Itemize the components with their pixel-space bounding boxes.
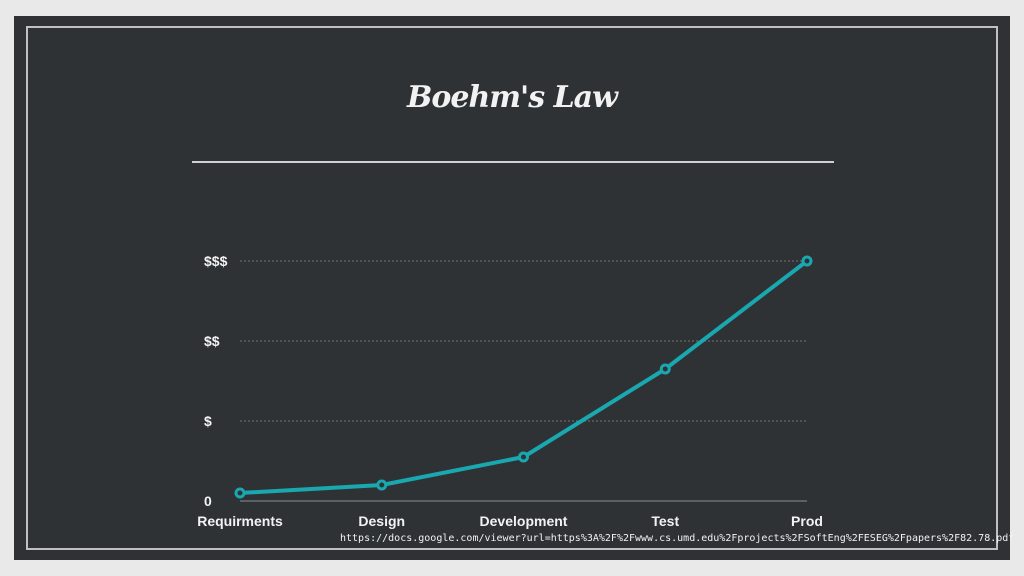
- y-tick-label-2: $$: [204, 333, 220, 349]
- data-point-1: [376, 479, 388, 491]
- x-tick-label-4: Prod: [791, 513, 823, 529]
- title-divider: [192, 161, 834, 163]
- x-axis-tick-labels: Requirments Design Development Test Prod: [197, 513, 823, 529]
- data-point-4: [801, 255, 813, 267]
- data-point-2: [518, 451, 529, 463]
- y-axis-tick-labels: 0$$$$$$: [204, 253, 228, 509]
- cost-line-chart: 0$$$$$$ Requirments Design Development Test…: [197, 253, 823, 529]
- data-point-0: [234, 487, 246, 499]
- source-link[interactable]: https://docs.google.com/viewer?url=https…: [340, 533, 1015, 544]
- slide: Boehm's Law 0 $ $$ $$$ Requirments Design Dev…: [14, 16, 1014, 560]
- chart-gridlines: [240, 260, 807, 502]
- chart-series: [234, 255, 813, 499]
- y-tick-label-3: $$$: [204, 253, 228, 269]
- y-tick-label-0: 0: [204, 493, 212, 509]
- data-point-3: [659, 363, 671, 375]
- y-tick-label-1: $: [204, 413, 212, 429]
- x-tick-label-0: Requirments: [197, 513, 283, 529]
- slide-title: Boehm's Law: [407, 80, 618, 115]
- slide-frame: [26, 26, 998, 550]
- x-tick-label-3: Test: [651, 513, 679, 529]
- x-tick-label-2: Development: [480, 513, 568, 529]
- x-tick-label-1: Design: [358, 513, 405, 529]
